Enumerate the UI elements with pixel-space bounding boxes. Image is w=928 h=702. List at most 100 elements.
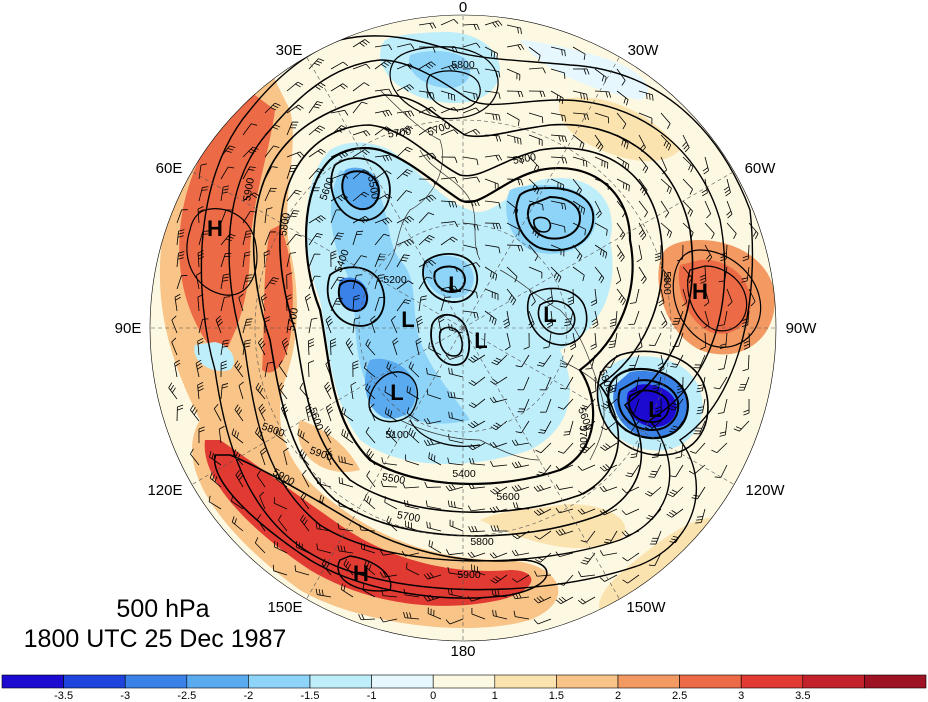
wind-barb (302, 469, 310, 488)
colorbar-tick-label: -2.5 (177, 690, 196, 702)
wind-barb (462, 176, 481, 183)
wind-barb (220, 185, 230, 202)
colorbar-tick-label: 2.5 (672, 690, 687, 702)
wind-barb (648, 332, 662, 347)
wind-barb (648, 552, 662, 567)
wind-barb (503, 310, 510, 329)
wind-barb (242, 192, 260, 202)
wind-barb (489, 441, 508, 448)
colorbar-tick-label: -2 (244, 690, 254, 702)
wind-barb (699, 266, 707, 284)
colorbar-segment (371, 674, 434, 689)
wind-barb (533, 508, 552, 516)
wind-barb (622, 552, 640, 562)
wind-barb (330, 83, 348, 92)
wind-barb (660, 112, 671, 130)
contour-label-16: 5500 (381, 471, 406, 487)
lon-label-0: 0 (459, 0, 467, 16)
wind-barb (264, 277, 279, 290)
wind-barb (628, 354, 640, 369)
contour-label-1: 5800 (451, 59, 475, 71)
wind-barb (264, 361, 274, 378)
wind-barb (742, 244, 750, 262)
wind-barb (234, 360, 244, 378)
wind-barb (396, 215, 415, 224)
wind-barb (704, 200, 712, 219)
wind-barb (449, 519, 464, 532)
wind-barb (396, 43, 415, 49)
wind-barb (638, 266, 647, 284)
wind-barb (550, 156, 568, 164)
wind-barb (718, 354, 728, 370)
wind-barb (440, 156, 458, 163)
contour-label-25: 5900 (457, 569, 481, 581)
wind-barb (669, 464, 684, 478)
wind-barb (536, 354, 552, 367)
wind-barb (649, 530, 662, 545)
contour-label-12: 5900 (661, 271, 673, 295)
wind-barb (255, 382, 266, 400)
wind-barb (425, 500, 442, 510)
wind-barb (462, 156, 479, 166)
colorbar-segment (63, 674, 126, 689)
wind-barb (506, 112, 520, 126)
wind-barb (616, 178, 630, 192)
wind-barb (238, 293, 244, 312)
wind-barb (557, 398, 574, 410)
wind-barb (341, 406, 354, 422)
wind-barb (666, 508, 684, 518)
wind-barb (445, 354, 464, 360)
wind-barb (358, 613, 376, 621)
wind-barb (286, 252, 297, 268)
wind-barb (695, 508, 706, 524)
wind-barb (471, 564, 486, 576)
wind-barb (242, 274, 253, 290)
wind-barb (594, 134, 604, 152)
colorbar-segment (309, 674, 372, 689)
wind-barb (380, 480, 398, 488)
wind-barb (231, 516, 244, 532)
colorbar-tick-label: -1 (367, 690, 377, 702)
wind-barb (406, 562, 420, 576)
wind-barb (703, 288, 710, 307)
wind-barb (330, 109, 349, 116)
wind-barb (580, 552, 596, 565)
wind-barb (511, 549, 530, 557)
low-north-pole-a-label: L (448, 272, 461, 297)
wind-barb (381, 457, 398, 466)
wind-barb (660, 200, 670, 218)
wind-barb (512, 574, 530, 583)
high-ural-label: H (207, 216, 223, 241)
low-siberia-label: L (390, 380, 403, 405)
wind-barb (242, 166, 256, 180)
low-canada-label: L (543, 302, 556, 327)
wind-barb (462, 262, 481, 268)
wind-barb (572, 112, 590, 121)
wind-barb (352, 149, 370, 158)
wind-barb (278, 514, 288, 532)
wind-barb (594, 244, 608, 259)
wind-barb (625, 464, 640, 478)
wind-barb (557, 442, 574, 454)
wind-barb (196, 271, 202, 290)
low-north-pole-c-label: L (474, 328, 487, 353)
wind-barb (286, 272, 293, 290)
wind-barb (594, 90, 612, 98)
wind-barb (667, 486, 684, 498)
wind-barb (308, 317, 318, 334)
wind-barb (345, 337, 354, 356)
wind-barb (733, 420, 750, 432)
contour-label-20: 5800 (470, 536, 494, 548)
wind-barb (374, 154, 393, 162)
wind-barb (528, 90, 546, 97)
wind-barb (638, 156, 649, 174)
wind-barb (484, 310, 497, 326)
wind-barb (392, 337, 399, 356)
wind-barb (235, 470, 244, 488)
wind-barb (374, 88, 393, 95)
wind-barb (365, 426, 376, 444)
wind-barb (528, 244, 539, 262)
wind-barb (638, 90, 654, 101)
wind-barb (599, 464, 618, 472)
wind-barb (330, 232, 345, 246)
